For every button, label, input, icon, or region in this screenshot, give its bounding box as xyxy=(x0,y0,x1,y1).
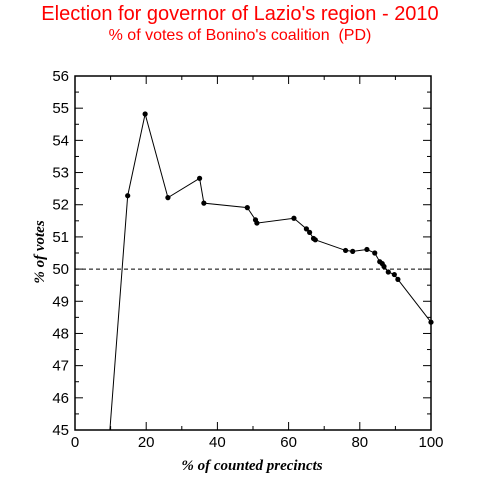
data-point xyxy=(312,237,318,243)
data-point xyxy=(395,276,401,282)
data-point xyxy=(428,319,434,325)
series-line xyxy=(109,113,432,431)
y-tick-label: 45 xyxy=(52,422,69,439)
y-axis-label: % of votes xyxy=(32,220,48,283)
x-tick-label: 80 xyxy=(351,434,368,451)
data-point xyxy=(303,226,309,232)
data-point xyxy=(391,271,397,278)
plot-border xyxy=(74,75,432,431)
y-tick-label: 47 xyxy=(52,358,69,375)
axis-ticks: 0 20 40 60 80 100 45 46 47 48 49 50 51 52 53 54 55 56 xyxy=(52,68,443,451)
data-point xyxy=(350,248,356,254)
x-axis-label: % of counted precincts xyxy=(181,458,322,474)
data-point xyxy=(125,193,131,199)
y-tick-label: 52 xyxy=(52,197,69,214)
y-tick-label: 54 xyxy=(52,132,69,149)
y-tick-label: 53 xyxy=(52,165,69,182)
y-tick-label: 55 xyxy=(52,100,69,117)
x-tick-label: 40 xyxy=(209,434,226,451)
data-point xyxy=(165,195,171,201)
data-point xyxy=(307,229,313,236)
data-point xyxy=(364,246,370,253)
data-point xyxy=(254,220,260,226)
data-point xyxy=(197,175,203,181)
y-tick-label: 46 xyxy=(52,390,69,407)
data-point xyxy=(372,250,378,256)
data-point xyxy=(381,263,387,270)
y-tick-label: 50 xyxy=(52,261,69,278)
data-point xyxy=(342,247,349,254)
chart-title-block: Election for governor of Lazio's region … xyxy=(0,2,480,46)
x-tick-label: 20 xyxy=(138,434,155,451)
x-tick-label: 0 xyxy=(71,434,79,451)
y-tick-label: 56 xyxy=(52,68,69,85)
data-point xyxy=(142,111,148,117)
series-layer xyxy=(75,111,434,431)
chart-title: Election for governor of Lazio's region … xyxy=(41,3,439,25)
chart-subtitle: % of votes of Bonino's coalition (PD) xyxy=(108,27,372,44)
x-tick-label: 60 xyxy=(280,434,297,451)
y-tick-label: 49 xyxy=(52,293,69,310)
plot-area xyxy=(74,75,432,431)
data-point xyxy=(291,215,297,221)
y-tick-label: 48 xyxy=(52,325,69,342)
y-tick-label: 51 xyxy=(52,229,69,246)
x-tick-label: 100 xyxy=(418,434,443,451)
data-point xyxy=(244,205,250,211)
data-point xyxy=(201,200,207,206)
data-point xyxy=(385,269,391,275)
